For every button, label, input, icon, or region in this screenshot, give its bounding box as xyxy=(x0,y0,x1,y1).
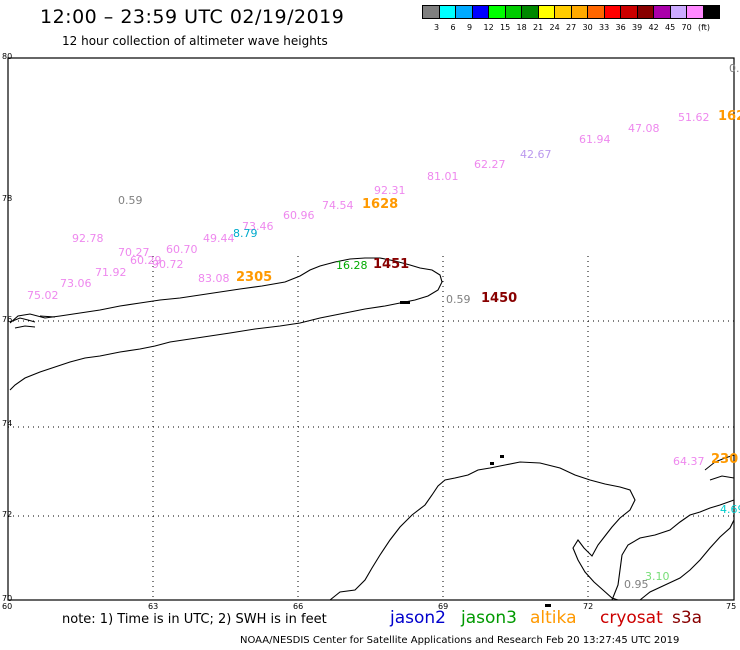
swh-value: 42.67 xyxy=(520,148,552,161)
pass-time-label: 1450 xyxy=(481,291,518,306)
swh-value: 75.02 xyxy=(27,289,59,302)
pass-time-label: 1628 xyxy=(362,197,399,212)
lon-label-63: 63 xyxy=(148,602,159,611)
swh-value: 92.31 xyxy=(374,184,406,197)
color-scale-swatch xyxy=(702,5,720,19)
color-scale-label: 36 xyxy=(615,23,626,32)
swh-value: 51.62 xyxy=(678,111,710,124)
swh-value: 0.59 xyxy=(446,293,471,306)
swh-value: 16.28 xyxy=(336,259,368,272)
swh-value: 8.79 xyxy=(233,227,258,240)
lat-label-78: 78 xyxy=(2,194,13,203)
color-scale-label: 39 xyxy=(632,23,643,32)
swh-value: 81.01 xyxy=(427,170,459,183)
color-scale-label: 3 xyxy=(434,23,440,32)
map-subtitle: 12 hour collection of altimeter wave hei… xyxy=(62,34,328,48)
pass-time-label: 230 xyxy=(711,452,739,467)
lat-label-74: 74 xyxy=(2,419,13,428)
swh-value: 47.08 xyxy=(628,122,660,135)
islands xyxy=(400,301,551,607)
swh-value: 62.27 xyxy=(474,158,506,171)
swh-value: 73.46 xyxy=(242,220,274,233)
color-scale-label: 70 xyxy=(681,23,692,32)
swh-value: 70.27 xyxy=(118,246,150,259)
lat-label-76: 76 xyxy=(2,315,13,324)
lon-label-69: 69 xyxy=(438,602,449,611)
coastline-novaya-zemlya xyxy=(9,257,443,391)
legend-jason3: jason3 xyxy=(461,608,517,628)
color-scale-label: 45 xyxy=(665,23,676,32)
coastline-gulf-east xyxy=(639,519,735,601)
color-scale-label: 12 xyxy=(483,23,494,32)
swh-value: 49.44 xyxy=(203,232,235,245)
map-frame xyxy=(7,57,735,601)
pass-time-label: 1451 xyxy=(373,257,410,272)
color-scale-label: 6 xyxy=(450,23,456,32)
swh-value: 73.06 xyxy=(60,277,92,290)
color-scale-label: 24 xyxy=(549,23,560,32)
legend-s3a: s3a xyxy=(672,608,703,628)
lat-label-70: 70 xyxy=(2,594,13,603)
credit-line: NOAA/NESDIS Center for Satellite Applica… xyxy=(240,635,680,646)
color-scale-label: (ft) xyxy=(698,23,711,32)
map-title: 12:00 – 23:59 UTC 02/19/2019 xyxy=(40,6,345,28)
lat-label-80: 80 xyxy=(2,52,13,61)
swh-value: 74.54 xyxy=(322,199,354,212)
color-scale-label: 33 xyxy=(599,23,610,32)
coastline-yamal xyxy=(329,461,636,601)
color-scale-label: 30 xyxy=(582,23,593,32)
lon-label-60: 60 xyxy=(2,602,13,611)
swh-value: 3.10 xyxy=(645,570,670,583)
coastline-east-island xyxy=(704,454,735,481)
color-scale-label: 21 xyxy=(533,23,544,32)
lon-label-75: 75 xyxy=(726,602,737,611)
swh-value: 64.37 xyxy=(673,455,705,468)
swh-value: 0.4 xyxy=(729,62,740,75)
lat-label-72: 72 xyxy=(2,510,13,519)
color-scale-label: 15 xyxy=(500,23,511,32)
color-scale-label: 27 xyxy=(566,23,577,32)
swh-value: 4.69 xyxy=(720,503,740,516)
lon-label-72: 72 xyxy=(583,602,594,611)
swh-value: 90.72 xyxy=(152,258,184,271)
swh-value: 83.08 xyxy=(198,272,230,285)
pass-time-label: 162 xyxy=(718,109,740,124)
legend-cryosat: cryosat xyxy=(600,608,663,628)
swh-value: 71.92 xyxy=(95,266,127,279)
color-scale-label: 42 xyxy=(648,23,659,32)
lon-label-66: 66 xyxy=(293,602,304,611)
swh-value: 61.94 xyxy=(579,133,611,146)
pass-time-label: 2305 xyxy=(236,270,273,285)
footnote: note: 1) Time is in UTC; 2) SWH is in fe… xyxy=(62,612,327,627)
swh-value: 92.78 xyxy=(72,232,104,245)
legend-jason2: jason2 xyxy=(390,608,446,628)
swh-value: 0.59 xyxy=(118,194,143,207)
swh-value: 60.96 xyxy=(283,209,315,222)
coastline-west-islets xyxy=(9,315,56,329)
color-scale xyxy=(422,5,720,19)
color-scale-label: 18 xyxy=(516,23,527,32)
swh-value: 60.70 xyxy=(166,243,198,256)
swh-value: 60.29 xyxy=(130,254,162,267)
color-scale-label: 9 xyxy=(467,23,473,32)
graticule xyxy=(8,256,734,600)
swh-value: 0.95 xyxy=(624,578,649,591)
legend-altika: altika xyxy=(530,608,577,628)
coastline-gydan xyxy=(611,499,735,601)
